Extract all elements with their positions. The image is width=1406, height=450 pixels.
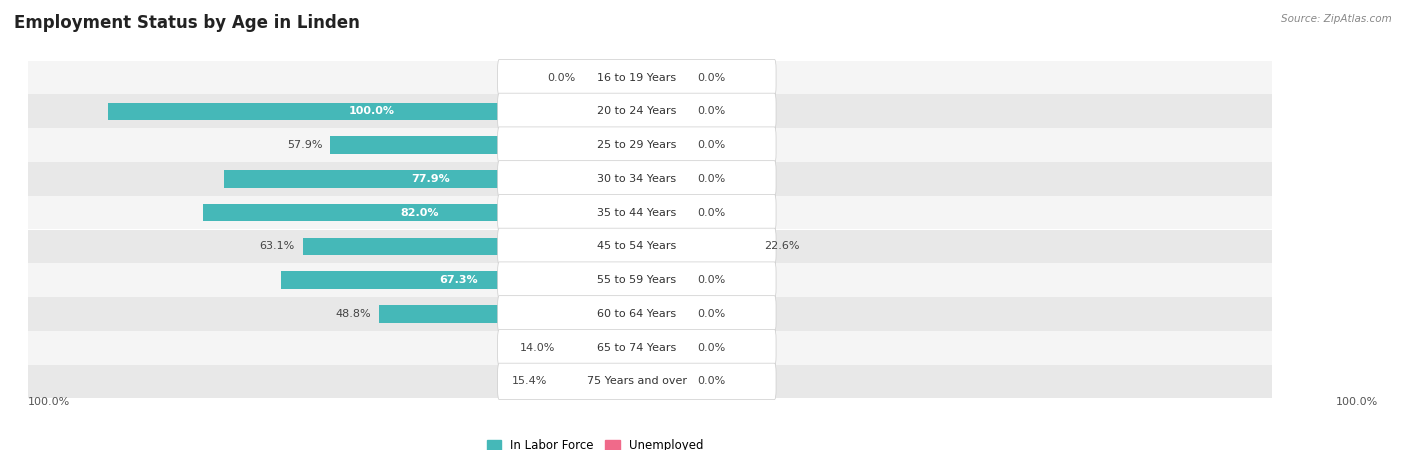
Text: 35 to 44 Years: 35 to 44 Years: [598, 207, 676, 218]
Text: 48.8%: 48.8%: [335, 309, 371, 319]
Bar: [330, 136, 637, 154]
FancyBboxPatch shape: [498, 363, 776, 400]
Bar: [1, 364, 1272, 398]
FancyBboxPatch shape: [498, 329, 776, 366]
Text: 20 to 24 Years: 20 to 24 Years: [598, 106, 676, 117]
Text: 25 to 29 Years: 25 to 29 Years: [598, 140, 676, 150]
Bar: [225, 170, 637, 188]
Text: 63.1%: 63.1%: [260, 241, 295, 252]
Text: 14.0%: 14.0%: [519, 342, 555, 353]
Text: 0.0%: 0.0%: [697, 140, 725, 150]
Bar: [1, 94, 1272, 128]
Text: 67.3%: 67.3%: [440, 275, 478, 285]
Text: 60 to 64 Years: 60 to 64 Years: [598, 309, 676, 319]
Text: 0.0%: 0.0%: [697, 174, 725, 184]
Bar: [583, 69, 637, 86]
FancyBboxPatch shape: [498, 161, 776, 197]
Text: 57.9%: 57.9%: [287, 140, 322, 150]
Text: 0.0%: 0.0%: [548, 72, 576, 83]
Bar: [555, 373, 637, 390]
Bar: [1, 128, 1272, 162]
Bar: [637, 136, 690, 154]
FancyBboxPatch shape: [498, 296, 776, 332]
FancyBboxPatch shape: [498, 228, 776, 265]
Bar: [637, 305, 690, 323]
Bar: [1, 196, 1272, 230]
Bar: [637, 238, 756, 255]
Text: 0.0%: 0.0%: [697, 275, 725, 285]
Bar: [378, 305, 637, 323]
Text: 0.0%: 0.0%: [697, 309, 725, 319]
Bar: [1, 263, 1272, 297]
Text: 100.0%: 100.0%: [28, 397, 70, 407]
FancyBboxPatch shape: [498, 93, 776, 130]
FancyBboxPatch shape: [498, 59, 776, 96]
Bar: [1, 61, 1272, 94]
Bar: [1, 230, 1272, 263]
Text: Source: ZipAtlas.com: Source: ZipAtlas.com: [1281, 14, 1392, 23]
Bar: [637, 170, 690, 188]
Text: 30 to 34 Years: 30 to 34 Years: [598, 174, 676, 184]
Text: 100.0%: 100.0%: [1336, 397, 1378, 407]
Bar: [637, 103, 690, 120]
Text: 0.0%: 0.0%: [697, 376, 725, 387]
FancyBboxPatch shape: [498, 127, 776, 163]
Legend: In Labor Force, Unemployed: In Labor Force, Unemployed: [486, 439, 703, 450]
Text: 77.9%: 77.9%: [412, 174, 450, 184]
Text: 45 to 54 Years: 45 to 54 Years: [598, 241, 676, 252]
Bar: [562, 339, 637, 356]
Text: 15.4%: 15.4%: [512, 376, 547, 387]
Text: 22.6%: 22.6%: [765, 241, 800, 252]
Bar: [302, 238, 637, 255]
FancyBboxPatch shape: [498, 194, 776, 231]
Bar: [281, 271, 637, 289]
Text: 55 to 59 Years: 55 to 59 Years: [598, 275, 676, 285]
Bar: [637, 373, 690, 390]
Bar: [637, 204, 690, 221]
Bar: [1, 331, 1272, 364]
Text: Employment Status by Age in Linden: Employment Status by Age in Linden: [14, 14, 360, 32]
Bar: [637, 339, 690, 356]
Bar: [1, 162, 1272, 196]
Bar: [637, 271, 690, 289]
Text: 0.0%: 0.0%: [697, 72, 725, 83]
Text: 0.0%: 0.0%: [697, 106, 725, 117]
Text: 0.0%: 0.0%: [697, 207, 725, 218]
Text: 75 Years and over: 75 Years and over: [586, 376, 688, 387]
FancyBboxPatch shape: [498, 262, 776, 298]
Text: 0.0%: 0.0%: [697, 342, 725, 353]
Text: 82.0%: 82.0%: [401, 207, 439, 218]
Bar: [1, 297, 1272, 331]
Bar: [637, 69, 690, 86]
Text: 16 to 19 Years: 16 to 19 Years: [598, 72, 676, 83]
Bar: [107, 103, 637, 120]
Text: 65 to 74 Years: 65 to 74 Years: [598, 342, 676, 353]
Bar: [202, 204, 637, 221]
Text: 100.0%: 100.0%: [349, 106, 395, 117]
